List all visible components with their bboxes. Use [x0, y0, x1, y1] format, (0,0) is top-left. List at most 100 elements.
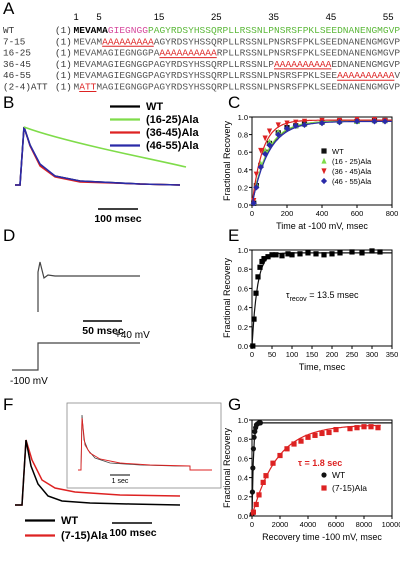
sequence-segment: AAAAAAAAAA: [274, 59, 332, 70]
data-point: [253, 501, 259, 508]
row-start: (1): [55, 59, 72, 70]
row-label: 36-45: [3, 59, 31, 70]
y-tick-label: 0.4: [238, 166, 248, 175]
row-start: (1): [55, 36, 72, 47]
x-tick-label: 8000: [356, 520, 373, 529]
data-point: [250, 200, 257, 207]
data-point: [266, 142, 273, 149]
trace-16-25ala: [23, 126, 187, 168]
data-point: [256, 492, 262, 498]
data-point: [321, 252, 327, 258]
data-point: [261, 256, 267, 262]
data-point: [298, 438, 304, 444]
alignment-row: WT (1) MEVAMA GIEGNGG PAGYRDSYHSSQRPLLRSSNLP…: [3, 25, 400, 36]
row-start: (1): [55, 25, 72, 36]
y-tick-label: 0.8: [238, 435, 248, 444]
legend-label: WT: [332, 147, 344, 156]
sequence-segment: VPGS: [394, 70, 400, 81]
row-label: WT: [3, 25, 15, 36]
data-point: [381, 118, 389, 125]
tau-annotation-e: τrecov = 13.5 msec: [286, 290, 359, 303]
ruler-number: 35: [268, 12, 279, 23]
x-axis-label: Recovery time -100 mV, msec: [262, 532, 382, 542]
x-tick-label: 0: [250, 350, 254, 359]
step-voltage-label: +40 mV: [115, 330, 150, 341]
data-point: [250, 509, 256, 515]
sequence-segment: PAGYRDSYHSSQRPLLRSSNLPNSRSFPKLSEEDNANENG…: [148, 25, 400, 36]
inset-frame: [66, 402, 222, 489]
data-point: [313, 251, 319, 257]
y-tick-label: 1.0: [238, 246, 248, 255]
legend-label: WT: [332, 470, 345, 480]
fit-curve: [251, 422, 392, 517]
legend-b: WT(16-25)Ala(36-45)Ala(46-55)Ala: [110, 101, 199, 152]
current-traces-f: [15, 439, 181, 506]
sequence-segment: EDNANENGMGVPGS: [331, 59, 400, 70]
fit-curve: [251, 424, 381, 517]
data-point: [250, 446, 256, 452]
ruler-number: 55: [383, 12, 394, 23]
x-tick-label: 400: [316, 209, 329, 218]
data-point: [368, 424, 374, 430]
data-point: [326, 429, 332, 436]
data-point: [285, 251, 291, 257]
data-point: [253, 171, 259, 178]
data-point: [293, 119, 299, 126]
sequence-segment: MEVAMAGIEGNGGPAGYRDSYHSSQRPLLRSSNLP: [74, 59, 275, 70]
x-tick-label: 150: [306, 350, 319, 359]
data-point: [297, 251, 303, 257]
data-point: [258, 147, 264, 154]
data-point: [275, 122, 281, 129]
row-label: 7-15: [3, 36, 25, 47]
data-point: [349, 249, 355, 255]
y-tick-label: 0.4: [238, 304, 248, 313]
y-tick-label: 0.0: [238, 201, 248, 210]
alignment-row: (2-4)ATT (1) M ATT MAGIEGNGGPAGYRDSYHSSQRPLL…: [3, 82, 400, 93]
chart-c: 0 200 400 600 800 0.0 0.2 0.4 0.6 0.8 1.0 Time at -…: [222, 113, 398, 231]
panel-g-letter: G: [228, 395, 241, 414]
x-tick-label: 0: [250, 520, 254, 529]
data-point: [259, 258, 265, 265]
data-point: [257, 420, 263, 426]
scalebar-f-label: 100 msec: [109, 527, 156, 539]
y-tick-label: 0.6: [238, 148, 248, 157]
sequence-segment: GIEGNGG: [108, 25, 148, 36]
x-tick-label: 2000: [272, 520, 289, 529]
data-point: [269, 252, 275, 258]
data-point: [262, 150, 269, 158]
data-point: [284, 446, 290, 452]
data-point: [273, 252, 279, 258]
y-tick-label: 0.0: [238, 342, 248, 351]
data-point: [253, 184, 260, 191]
ruler-number: 45: [326, 12, 337, 23]
holding-voltage-label: -100 mV: [10, 376, 48, 387]
row-start: (1): [55, 82, 72, 93]
y-tick-label: 0.2: [238, 493, 248, 502]
sequence-segment: RPLLRSSNLPNSRSFPKLSEEDNANENGMGVPGS: [217, 48, 400, 59]
x-tick-label: 50: [268, 350, 276, 359]
sequence-segment: ATT: [79, 82, 97, 93]
ruler-number: 1: [74, 12, 79, 23]
trace-46-55ala: [15, 126, 181, 186]
current-trace-d: [37, 261, 140, 312]
current-traces-b: [15, 126, 187, 186]
data-point: [251, 434, 257, 440]
chart-e: 0 50 100 150 200 250 300 350 0.0 0.2 0.4 0.6 0.8 1.0 T…: [222, 246, 398, 372]
x-tick-label: 0: [250, 209, 254, 218]
data-point: [359, 250, 365, 256]
data-point: [277, 452, 283, 459]
legend-label: (16 - 25)Ala: [332, 157, 372, 166]
x-axis-label: Time, msec: [299, 362, 346, 372]
x-axis-label: Time at -100 mV, msec: [276, 221, 368, 231]
data-point: [321, 472, 327, 478]
y-axis-label: Fractional Recovery: [222, 257, 232, 338]
x-tick-label: 600: [351, 209, 364, 218]
data-point: [262, 135, 268, 142]
tau-value-e: = 13.5 msec: [307, 290, 359, 300]
data-point: [321, 168, 327, 175]
data-point: [284, 120, 290, 127]
tau-value-g: = 1.8 sec: [302, 458, 342, 468]
data-point: [336, 119, 343, 126]
